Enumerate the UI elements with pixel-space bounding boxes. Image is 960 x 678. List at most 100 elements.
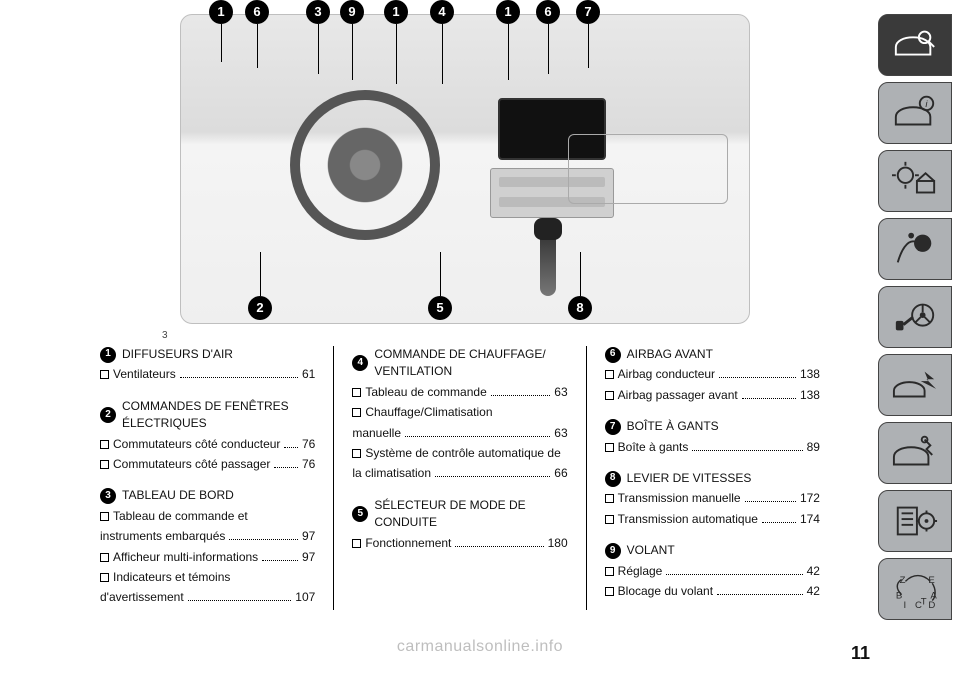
toc-heading: 9 VOLANT bbox=[605, 542, 820, 559]
toc-group: 4COMMANDE DE CHAUFFAGE/ VENTILATION Table… bbox=[352, 346, 567, 483]
toc-label: Afficheur multi-informations bbox=[100, 549, 258, 566]
toc-page: 42 bbox=[807, 583, 820, 600]
toc-group: 2COMMANDES DE FENÊTRES ÉLECTRIQUES Commut… bbox=[100, 398, 315, 474]
leader-dots bbox=[717, 594, 803, 595]
svg-text:D: D bbox=[928, 600, 935, 609]
heading-title: TABLEAU DE BORD bbox=[122, 487, 234, 504]
checkbox-icon bbox=[352, 449, 361, 458]
heading-number-icon: 3 bbox=[100, 488, 116, 504]
toc-heading: 2COMMANDES DE FENÊTRES ÉLECTRIQUES bbox=[100, 398, 315, 433]
heading-title: VOLANT bbox=[627, 542, 675, 559]
toc-label: Tableau de commande bbox=[352, 384, 486, 401]
toc-entry: Ventilateurs61 bbox=[100, 366, 315, 383]
tab-crash[interactable] bbox=[878, 354, 952, 416]
toc-label: d'avertissement bbox=[100, 589, 184, 606]
toc-heading: 4COMMANDE DE CHAUFFAGE/ VENTILATION bbox=[352, 346, 567, 381]
toc-entry: la climatisation66 bbox=[352, 465, 567, 482]
heading-number-icon: 4 bbox=[352, 355, 368, 371]
checkbox-icon bbox=[100, 460, 109, 469]
callout-bubble-6: 6 bbox=[536, 0, 560, 24]
steering-wheel-illustration bbox=[290, 90, 440, 240]
toc-entry: Commutateurs côté passager76 bbox=[100, 456, 315, 473]
toc-label: Commutateurs côté conducteur bbox=[100, 436, 280, 453]
toc-group: 6AIRBAG AVANTAirbag conducteur138Airbag … bbox=[605, 346, 820, 404]
tab-car-search[interactable] bbox=[878, 14, 952, 76]
toc-label: Chauffage/Climatisation bbox=[352, 404, 492, 421]
checkbox-icon bbox=[100, 553, 109, 562]
toc-page: 97 bbox=[302, 528, 315, 545]
toc-label: Transmission automatique bbox=[605, 511, 758, 528]
callout-line bbox=[508, 24, 509, 80]
toc-label: Blocage du volant bbox=[605, 583, 713, 600]
toc-group: 8LEVIER DE VITESSESTransmission manuelle… bbox=[605, 470, 820, 528]
callout-bubble-1: 1 bbox=[209, 0, 233, 24]
tab-service[interactable] bbox=[878, 422, 952, 484]
toc-label: Système de contrôle automatique de bbox=[352, 445, 560, 462]
column-2: 4COMMANDE DE CHAUFFAGE/ VENTILATION Table… bbox=[352, 346, 567, 610]
heading-number-icon: 7 bbox=[605, 419, 621, 435]
leader-dots bbox=[745, 501, 796, 502]
checklist-icon bbox=[892, 501, 938, 541]
checkbox-icon bbox=[352, 388, 361, 397]
heading-number-icon: 5 bbox=[352, 506, 368, 522]
toc-entry: manuelle63 bbox=[352, 425, 567, 442]
tab-airbag[interactable] bbox=[878, 218, 952, 280]
toc-page: 107 bbox=[295, 589, 315, 606]
checkbox-icon bbox=[605, 567, 614, 576]
checkbox-icon bbox=[605, 515, 614, 524]
toc-entry: Chauffage/Climatisation bbox=[352, 404, 567, 421]
tab-car-info[interactable]: i bbox=[878, 82, 952, 144]
leader-dots bbox=[742, 398, 796, 399]
toc-entry: Transmission automatique174 bbox=[605, 511, 820, 528]
toc-label: Commutateurs côté passager bbox=[100, 456, 270, 473]
leader-dots bbox=[435, 476, 550, 477]
callout-bubble-6: 6 bbox=[245, 0, 269, 24]
heading-number-icon: 8 bbox=[605, 471, 621, 487]
tab-gear-letters[interactable]: ZEBAICTD bbox=[878, 558, 952, 620]
callout-line bbox=[352, 24, 353, 80]
callout-line bbox=[396, 24, 397, 84]
checkbox-icon bbox=[100, 512, 109, 521]
toc-entry: Commutateurs côté conducteur76 bbox=[100, 436, 315, 453]
tab-lights[interactable] bbox=[878, 150, 952, 212]
toc-entry: Airbag passager avant138 bbox=[605, 387, 820, 404]
heading-title: SÉLECTEUR DE MODE DE CONDUITE bbox=[374, 497, 567, 532]
column-1: 1DIFFUSEURS D'AIRVentilateurs612COMMANDE… bbox=[100, 346, 315, 610]
toc-entry: Airbag conducteur138 bbox=[605, 366, 820, 383]
toc-page: 63 bbox=[554, 384, 567, 401]
toc-entry: instruments embarqués97 bbox=[100, 528, 315, 545]
svg-text:T: T bbox=[921, 596, 927, 607]
gear-shifter-illustration bbox=[540, 232, 556, 296]
heading-title: DIFFUSEURS D'AIR bbox=[122, 346, 233, 363]
heading-title: BOÎTE À GANTS bbox=[627, 418, 719, 435]
leader-dots bbox=[274, 467, 298, 468]
leader-dots bbox=[666, 574, 802, 575]
toc-entry: Tableau de commande et bbox=[100, 508, 315, 525]
callout-bubble-3: 3 bbox=[306, 0, 330, 24]
toc-group: 7BOÎTE À GANTSBoîte à gants89 bbox=[605, 418, 820, 456]
toc-page: 66 bbox=[554, 465, 567, 482]
heading-number-icon: 9 bbox=[605, 543, 621, 559]
section-tabs: i ZEBAICTD bbox=[878, 14, 952, 620]
callout-line bbox=[440, 252, 441, 296]
toc-label: Ventilateurs bbox=[100, 366, 176, 383]
crash-icon bbox=[892, 365, 938, 405]
leader-dots bbox=[284, 447, 298, 448]
toc-group: 9VOLANTRéglage42Blocage du volant42 bbox=[605, 542, 820, 600]
leader-dots bbox=[180, 377, 298, 378]
toc-group: 1DIFFUSEURS D'AIRVentilateurs61 bbox=[100, 346, 315, 384]
heading-number-icon: 6 bbox=[605, 347, 621, 363]
toc-entry: Système de contrôle automatique de bbox=[352, 445, 567, 462]
toc-page: 180 bbox=[548, 535, 568, 552]
car-info-icon: i bbox=[892, 93, 938, 133]
callout-line bbox=[257, 24, 258, 68]
checkbox-icon bbox=[605, 587, 614, 596]
leader-dots bbox=[692, 450, 802, 451]
toc-page: 63 bbox=[554, 425, 567, 442]
leader-dots bbox=[491, 395, 551, 396]
tab-key-wheel[interactable] bbox=[878, 286, 952, 348]
callout-bubble-2: 2 bbox=[248, 296, 272, 320]
lights-icon bbox=[892, 161, 938, 201]
toc-heading: 5 SÉLECTEUR DE MODE DE CONDUITE bbox=[352, 497, 567, 532]
tab-checklist[interactable] bbox=[878, 490, 952, 552]
